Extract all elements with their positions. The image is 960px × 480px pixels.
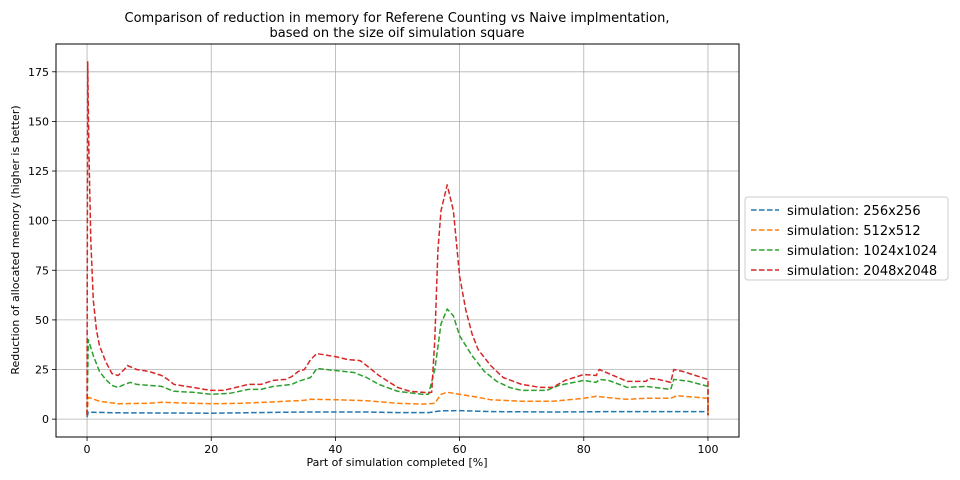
y-tick-label: 50 xyxy=(35,314,49,327)
series-line-1 xyxy=(86,391,709,416)
legend-label-2: simulation: 1024x1024 xyxy=(787,244,937,259)
y-tick-label: 175 xyxy=(28,66,49,79)
x-tick-label: 20 xyxy=(204,443,218,456)
y-tick-label: 125 xyxy=(28,165,49,178)
y-tick-label: 75 xyxy=(35,264,49,277)
legend: simulation: 256x256 simulation: 512x512 si… xyxy=(744,196,949,281)
legend-label-1: simulation: 512x512 xyxy=(787,224,921,239)
series-line-0 xyxy=(86,409,709,418)
x-tick-label: 60 xyxy=(453,443,467,456)
x-tick-label: 40 xyxy=(328,443,342,456)
y-tick-label: 0 xyxy=(42,413,49,426)
plot-area-frame xyxy=(55,43,740,438)
series-line-3 xyxy=(86,61,709,416)
grid-lines xyxy=(56,44,739,437)
legend-label-0: simulation: 256x256 xyxy=(787,204,921,219)
x-tick-label: 0 xyxy=(84,443,91,456)
data-series xyxy=(86,61,709,418)
y-tick-label: 100 xyxy=(28,215,49,228)
y-tick-label: 150 xyxy=(28,115,49,128)
x-tick-label: 80 xyxy=(577,443,591,456)
x-tick-label: 100 xyxy=(697,443,718,456)
x-axis-label: Part of simulation completed [%] xyxy=(306,456,487,469)
series-line-2 xyxy=(86,308,709,416)
y-tick-label: 25 xyxy=(35,364,49,377)
y-axis-ticks: 0 25 50 75 100 125 150 175 xyxy=(28,66,56,426)
x-axis-ticks: 0 20 40 60 80 100 xyxy=(84,437,718,456)
chart-title-line-1: Comparison of reduction in memory for Re… xyxy=(125,11,670,26)
legend-box xyxy=(744,196,949,281)
y-axis-label: Reduction of allocated memory (higher is… xyxy=(9,105,22,374)
legend-label-3: simulation: 2048x2048 xyxy=(787,264,937,279)
chart-title-line-2: based on the size oif simulation square xyxy=(270,26,525,41)
